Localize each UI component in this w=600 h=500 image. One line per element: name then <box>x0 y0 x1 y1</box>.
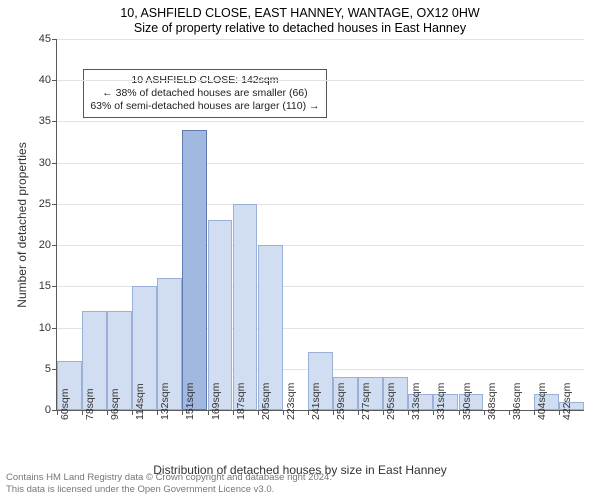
xtick-mark <box>358 410 359 415</box>
xtick-label: 96sqm <box>109 388 121 420</box>
licence-text: Contains HM Land Registry data © Crown c… <box>0 472 600 496</box>
bar <box>208 220 233 410</box>
xtick-mark <box>459 410 460 415</box>
gridline <box>57 80 584 81</box>
bar-highlight <box>182 130 207 410</box>
licence-line-2: This data is licensed under the Open Gov… <box>6 484 600 496</box>
ytick-label: 35 <box>39 115 57 127</box>
page-subtitle: Size of property relative to detached ho… <box>0 20 600 39</box>
xtick-label: 60sqm <box>59 388 71 420</box>
xtick-label: 78sqm <box>84 388 96 420</box>
ytick-label: 40 <box>39 74 57 86</box>
ytick-label: 20 <box>39 239 57 251</box>
xtick-label: 404sqm <box>536 383 548 420</box>
gridline <box>57 121 584 122</box>
xtick-label: 331sqm <box>435 383 447 420</box>
annotation-line: 63% of semi-detached houses are larger (… <box>90 100 319 113</box>
xtick-mark <box>509 410 510 415</box>
xtick-label: 187sqm <box>235 383 247 420</box>
ytick-label: 15 <box>39 280 57 292</box>
xtick-label: 169sqm <box>210 383 222 420</box>
xtick-label: 368sqm <box>486 383 498 420</box>
xtick-label: 241sqm <box>310 383 322 420</box>
ytick-label: 5 <box>45 363 57 375</box>
xtick-label: 277sqm <box>360 383 372 420</box>
xtick-mark <box>308 410 309 415</box>
xtick-mark <box>559 410 560 415</box>
xtick-mark <box>233 410 234 415</box>
xtick-mark <box>333 410 334 415</box>
xtick-label: 132sqm <box>159 383 171 420</box>
xtick-label: 259sqm <box>335 383 347 420</box>
xtick-mark <box>57 410 58 415</box>
xtick-label: 422sqm <box>561 383 573 420</box>
ytick-label: 25 <box>39 198 57 210</box>
xtick-label: 223sqm <box>285 383 297 420</box>
ytick-label: 45 <box>39 33 57 45</box>
ytick-label: 0 <box>45 404 57 416</box>
y-axis-label: Number of detached properties <box>15 95 29 355</box>
xtick-mark <box>208 410 209 415</box>
page-title: 10, ASHFIELD CLOSE, EAST HANNEY, WANTAGE… <box>0 0 600 20</box>
annotation-line: ← 38% of detached houses are smaller (66… <box>90 87 319 100</box>
gridline <box>57 245 584 246</box>
licence-line-1: Contains HM Land Registry data © Crown c… <box>6 472 600 484</box>
xtick-label: 313sqm <box>410 383 422 420</box>
xtick-mark <box>258 410 259 415</box>
bar <box>233 204 258 410</box>
xtick-label: 205sqm <box>260 383 272 420</box>
xtick-mark <box>484 410 485 415</box>
xtick-label: 151sqm <box>184 383 196 420</box>
plot-area: 10 ASHFIELD CLOSE: 142sqm← 38% of detach… <box>56 39 584 411</box>
gridline <box>57 163 584 164</box>
xtick-mark <box>534 410 535 415</box>
xtick-mark <box>82 410 83 415</box>
histogram-chart: 10 ASHFIELD CLOSE: 142sqm← 38% of detach… <box>56 39 584 411</box>
xtick-label: 295sqm <box>385 383 397 420</box>
gridline <box>57 204 584 205</box>
xtick-label: 386sqm <box>511 383 523 420</box>
xtick-mark <box>283 410 284 415</box>
xtick-label: 350sqm <box>461 383 473 420</box>
ytick-label: 30 <box>39 157 57 169</box>
xtick-label: 114sqm <box>134 383 146 420</box>
gridline <box>57 39 584 40</box>
annotation-box: 10 ASHFIELD CLOSE: 142sqm← 38% of detach… <box>83 69 326 118</box>
ytick-label: 10 <box>39 322 57 334</box>
